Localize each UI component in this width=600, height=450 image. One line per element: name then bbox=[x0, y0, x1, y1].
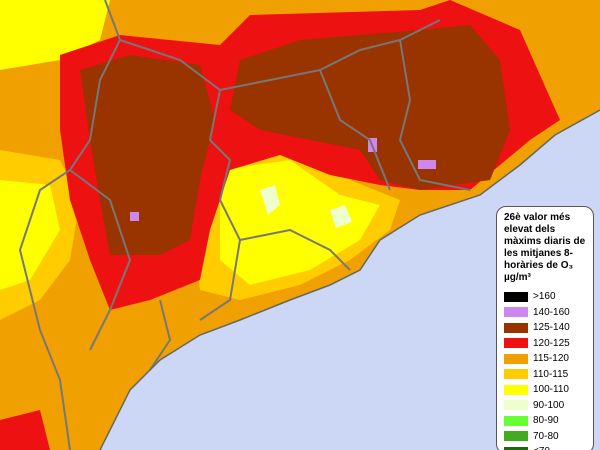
violet-cell bbox=[130, 212, 139, 221]
legend-item: 90-100 bbox=[504, 398, 589, 414]
legend-item: 110-115 bbox=[504, 367, 589, 383]
legend-swatch bbox=[504, 291, 528, 302]
legend-swatch bbox=[504, 415, 528, 426]
legend-item: 115-120 bbox=[504, 351, 589, 367]
legend-items: >160 140-160 125-140 120-125 115-120 110-115 1… bbox=[504, 289, 589, 450]
legend-item: 125-140 bbox=[504, 320, 589, 336]
legend: 26è valor més elevat dels màxims diaris … bbox=[496, 206, 594, 450]
legend-label: 90-100 bbox=[533, 399, 565, 411]
yellow-zone bbox=[0, 180, 60, 290]
legend-label: 70-80 bbox=[533, 430, 559, 442]
border bbox=[239, 228, 351, 271]
yellow-zone bbox=[0, 0, 110, 70]
borders bbox=[18, 0, 471, 450]
legend-item: <70 bbox=[504, 444, 589, 450]
legend-item: 120-125 bbox=[504, 336, 589, 352]
yellow-zone bbox=[220, 160, 380, 285]
border bbox=[219, 19, 441, 91]
red-zone bbox=[0, 410, 50, 450]
green-zone bbox=[260, 185, 280, 215]
legend-swatch bbox=[504, 369, 528, 380]
border bbox=[319, 69, 391, 191]
legend-swatch bbox=[504, 353, 528, 364]
legend-label: 100-110 bbox=[533, 384, 569, 396]
brown-zone bbox=[80, 55, 215, 255]
legend-label: 140-160 bbox=[533, 306, 570, 318]
legend-swatch bbox=[504, 400, 528, 411]
legend-item: 100-110 bbox=[504, 382, 589, 398]
legend-swatch bbox=[504, 307, 528, 318]
border bbox=[69, 169, 132, 351]
border bbox=[18, 0, 122, 450]
border bbox=[119, 39, 242, 321]
green-zone bbox=[330, 205, 352, 228]
legend-swatch bbox=[504, 338, 528, 349]
legend-swatch bbox=[504, 431, 528, 442]
legend-label: 120-125 bbox=[533, 337, 570, 349]
coastline bbox=[99, 109, 600, 450]
legend-label: 110-115 bbox=[533, 368, 569, 380]
legend-label: <70 bbox=[533, 446, 550, 450]
legend-title: 26è valor més elevat dels màxims diaris … bbox=[504, 212, 586, 283]
legend-label: >160 bbox=[533, 291, 556, 303]
legend-swatch bbox=[504, 322, 528, 333]
legend-swatch bbox=[504, 446, 528, 450]
brown-zone bbox=[230, 25, 510, 190]
legend-item: 140-160 bbox=[504, 305, 589, 321]
legend-item: 80-90 bbox=[504, 413, 589, 429]
violet-cell bbox=[418, 160, 436, 169]
legend-swatch bbox=[504, 384, 528, 395]
legend-label: 80-90 bbox=[533, 415, 559, 427]
border bbox=[398, 39, 471, 191]
border bbox=[149, 299, 172, 371]
legend-item: >160 bbox=[504, 289, 589, 305]
legend-item: 70-80 bbox=[504, 429, 589, 445]
legend-label: 115-120 bbox=[533, 353, 569, 365]
legend-label: 125-140 bbox=[533, 322, 570, 334]
